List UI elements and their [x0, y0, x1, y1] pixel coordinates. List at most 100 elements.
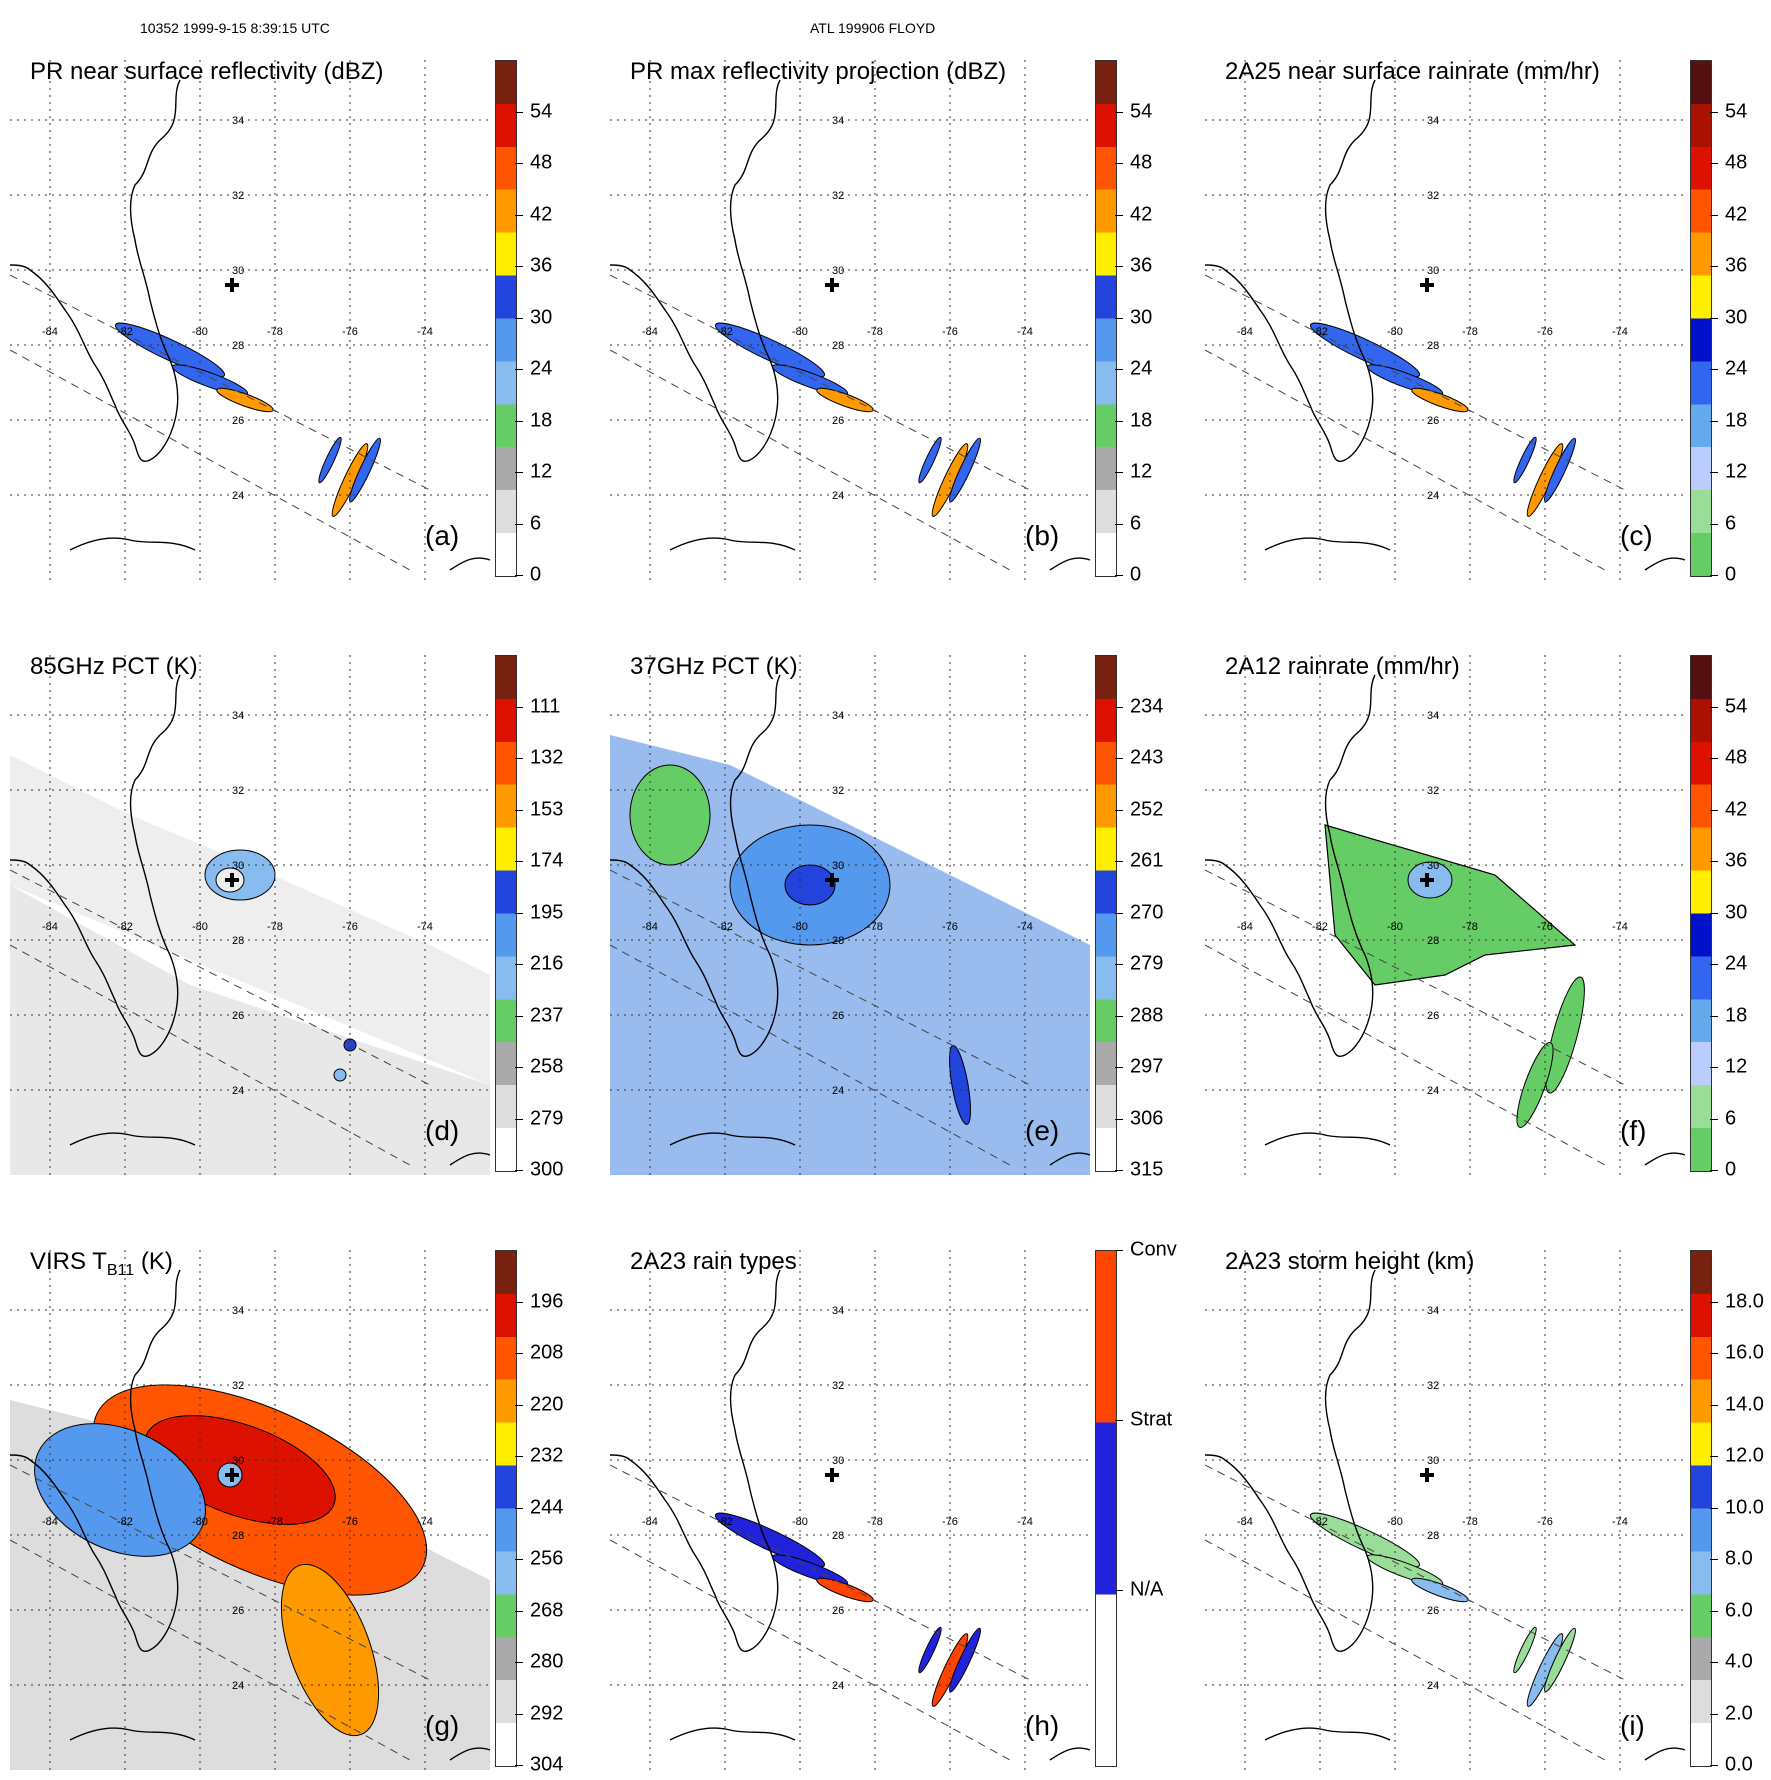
- colorbar-tick-label: 36: [1725, 849, 1748, 872]
- map-canvas: 34 32 30 28 26 24 -84 -82 -80 -78 -76 -74: [1205, 655, 1685, 1175]
- colorbar-tick-mark: [1710, 1610, 1718, 1612]
- lat-label: 24: [832, 1680, 844, 1692]
- coastline-south: [69, 1727, 196, 1741]
- colorbar-tick-mark: [1710, 214, 1718, 216]
- colorbar-tick-label: 279: [1130, 952, 1164, 975]
- lat-label: 32: [232, 1380, 244, 1392]
- colorbar-tick-label: 48: [530, 151, 553, 174]
- coastline-south: [449, 1152, 490, 1166]
- colorbar-tick-label: 18: [530, 409, 553, 431]
- panel-title: 37GHz PCT (K): [630, 653, 798, 681]
- precip-cell: [318, 436, 342, 484]
- colorbar-tick-mark: [515, 1404, 523, 1406]
- lon-label: -84: [642, 1516, 658, 1528]
- lon-label: -74: [1612, 326, 1628, 338]
- colorbar-tick-label: 30: [1130, 306, 1153, 328]
- lon-label: -84: [642, 326, 658, 338]
- colorbar-tick-label: Conv: [1130, 1238, 1177, 1261]
- coastline: [1205, 1269, 1376, 1652]
- lat-label: 28: [232, 935, 244, 947]
- tmi-swath: [10, 755, 490, 1085]
- colorbar-tick-mark: [1115, 111, 1123, 113]
- precip-cell: [714, 322, 826, 378]
- lat-label: 26: [232, 1010, 244, 1022]
- lon-label: -78: [867, 1516, 883, 1528]
- lat-label: 30: [832, 860, 844, 872]
- lat-label: 24: [832, 490, 844, 502]
- lat-label: 24: [1427, 1085, 1439, 1097]
- lon-label: -80: [192, 326, 208, 338]
- map-canvas: 34 32 30 28 26 24 -84 -82 -80 -78 -76 -74: [610, 1250, 1090, 1770]
- panel-g: 34 32 30 28 26 24 -84 -82 -80 -78 -76 -74 VIRS TB11 …: [0, 1210, 564, 1780]
- colorbar-tick-mark: [1710, 420, 1718, 422]
- coastline: [10, 674, 181, 1057]
- colorbar-tick-mark: [1710, 1170, 1718, 1171]
- colorbar-tick-mark: [1115, 964, 1123, 965]
- panel-title: PR max reflectivity projection (dBZ): [630, 58, 1006, 86]
- colorbar-tick-mark: [515, 420, 523, 422]
- colorbar-tick-label: 36: [530, 254, 553, 277]
- storm-center-marker: [225, 1468, 239, 1482]
- lon-label: -84: [1237, 1516, 1253, 1528]
- colorbar-tick-mark: [1710, 1765, 1718, 1766]
- panel-e: 34 32 30 28 26 24 -84 -82 -80 -78 -76 -74 37GHz PCT …: [600, 615, 1164, 1185]
- lat-label: 30: [1427, 860, 1439, 872]
- lat-label: 32: [1427, 1380, 1439, 1392]
- panel-title: 2A25 near surface rainrate (mm/hr): [1225, 58, 1600, 86]
- panel-label: (f): [1620, 1115, 1647, 1146]
- colorbar-tick-label: 196: [530, 1290, 564, 1312]
- map-area: 34 32 30 28 26 24 -84 -82 -80 -78 -76 -74: [10, 655, 490, 1175]
- lat-label: 24: [1427, 1680, 1439, 1692]
- colorbar-tick-mark: [1710, 706, 1718, 708]
- colorbar-tick-mark: [1115, 523, 1123, 525]
- lon-label: -74: [1017, 326, 1033, 338]
- panel-title: 2A23 storm height (km): [1225, 1248, 1474, 1276]
- storm-center-marker: [225, 278, 239, 292]
- lon-label: -82: [717, 326, 733, 338]
- lon-label: -82: [117, 326, 133, 338]
- precip-cell: [216, 387, 274, 413]
- colorbar-tick-mark: [515, 472, 523, 473]
- swath-edge: [610, 1539, 1011, 1761]
- lat-label: 26: [1427, 415, 1439, 427]
- panel-title-text: 37GHz PCT (K): [630, 653, 798, 680]
- coastline: [1205, 674, 1376, 1057]
- colorbar-tick-mark: [1115, 1419, 1123, 1421]
- precip-cell: [1516, 1042, 1554, 1128]
- lon-label: -82: [1312, 1516, 1328, 1528]
- lat-label: 26: [232, 415, 244, 427]
- lat-label: 26: [832, 415, 844, 427]
- coastline-south: [1049, 557, 1090, 571]
- colorbar-tick-label: 243: [1130, 746, 1164, 769]
- colorbar-tick-label: 18.0: [1725, 1290, 1764, 1312]
- panel-d: 34 32 30 28 26 24 -84 -82 -80 -78 -76 -74 85GHz PCT …: [0, 615, 564, 1185]
- colorbar-tick-mark: [515, 369, 523, 370]
- lat-label: 28: [1427, 1530, 1439, 1542]
- coastline: [10, 79, 181, 462]
- map-canvas: 34 32 30 28 26 24 -84 -82 -80 -78 -76 -74: [1205, 60, 1685, 580]
- panel-c: 34 32 30 28 26 24 -84 -82 -80 -78 -76 -74 2A25 near …: [1195, 20, 1755, 590]
- colorbar-tick-label: 288: [1130, 1004, 1164, 1026]
- colorbar-tick-mark: [1115, 420, 1123, 422]
- colorbar-tick-label: 6: [1725, 512, 1737, 534]
- colorbar-tick-label: 14.0: [1725, 1393, 1764, 1415]
- coastline: [1205, 79, 1376, 462]
- lon-label: -84: [42, 326, 58, 338]
- colorbar: [1095, 60, 1117, 577]
- storm-header: ATL 199906 FLOYD: [810, 20, 936, 36]
- rainband: [280, 1563, 380, 1737]
- storm-center-marker: [825, 873, 839, 887]
- colorbar-tick-label: 111: [530, 695, 561, 717]
- colorbar-tick-mark: [515, 1067, 523, 1068]
- swath-edge: [610, 869, 1031, 1086]
- coastline: [610, 674, 781, 1057]
- colorbar-tick-label: 216: [530, 952, 564, 975]
- colorbar-tick-label: 234: [1130, 695, 1164, 717]
- colorbar-tick-label: 8.0: [1725, 1547, 1753, 1570]
- lat-label: 28: [832, 1530, 844, 1542]
- panel-title: 85GHz PCT (K): [30, 653, 198, 681]
- colorbar-tick-mark: [515, 1170, 523, 1171]
- colorbar-tick-label: 42: [1130, 203, 1153, 225]
- colorbar-tick-mark: [1710, 1713, 1718, 1715]
- lon-label: -82: [717, 1516, 733, 1528]
